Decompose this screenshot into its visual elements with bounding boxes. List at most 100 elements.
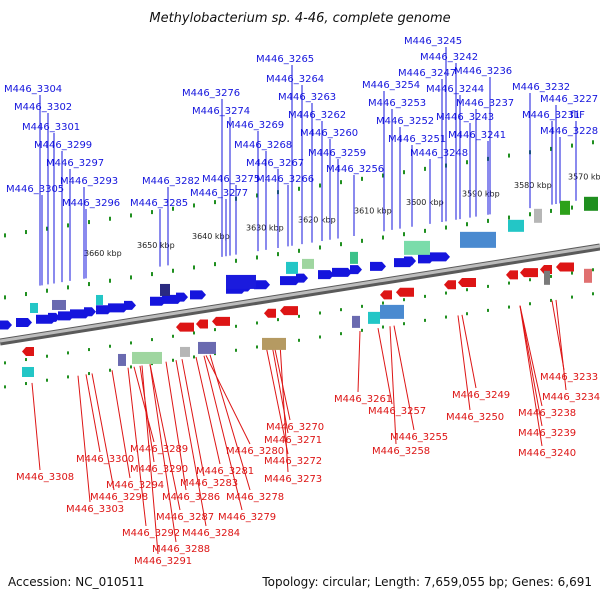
minus-strand-gene-arrow [444,280,456,290]
gene-label-top: M446_3262 [288,110,346,121]
tick-mark [361,304,363,308]
gene-label-top: M446_3264 [266,74,324,85]
gene-feature-block [132,351,162,364]
gene-label-bottom: M446_3294 [106,480,164,491]
gene-feature-block [22,366,34,377]
leader-line [519,305,543,427]
gene-label-bottom: M446_3240 [518,448,576,459]
leader-line [271,344,289,434]
tick-mark [340,332,342,336]
gene-feature-block [262,337,286,350]
tick-mark [214,262,216,267]
plus-strand-gene-labels: M446_3304 M446_3302 M446_3301 M446_3299 M446… [4,36,598,209]
tick-mark [193,331,195,335]
tick-mark [256,321,258,325]
tick-mark [340,242,342,247]
gene-label-top: M446_3297 [46,158,104,169]
leader-line [209,354,251,491]
tick-mark [151,272,153,277]
plus-strand-gene-arrow [404,256,416,266]
gene-label-bottom: M446_3234 [542,392,600,403]
tick-mark [445,315,447,319]
gene-label-bottom: M446_3249 [452,390,510,401]
tick-mark [529,212,531,217]
tick-mark [172,268,174,273]
tick-mark [592,140,594,145]
gene-label-bottom: M446_3270 [266,422,324,433]
gene-label-bottom: M446_3258 [372,446,430,457]
plus-strand-gene-arrow [48,312,60,322]
tick-mark [193,265,195,270]
tick-mark [88,348,90,352]
gene-feature-block [160,283,170,296]
minus-strand-gene-arrow [556,262,574,272]
tick-mark [508,281,510,285]
minus-strand-gene-arrow [396,287,414,297]
plus-strand-gene-arrow [176,292,188,302]
tick-mark [445,291,447,295]
plus-strand-gene-arrow [318,270,334,280]
kbp-tick-label: 3570 kbp [568,173,600,182]
gene-feature-block [352,315,360,328]
gene-label-bottom: M446_3271 [264,435,322,446]
minus-strand-gene-arrow [380,290,392,300]
gene-label-top: M446_3244 [426,84,484,95]
leader-line [519,305,543,447]
tick-mark [46,354,48,358]
gene-label-top: M446_3275 [202,174,260,185]
gene-feature-block [534,208,542,223]
tick-mark [25,382,27,386]
kbp-tick-label: 3610 kbp [354,206,392,215]
tick-mark [109,216,111,221]
leader-line [139,365,155,463]
plus-strand-gene-arrow [370,261,386,271]
gene-label-bottom: M446_3255 [390,432,448,443]
gene-feature-block [30,302,38,313]
tick-mark [172,358,174,362]
gene-label-top: M446_3248 [410,148,468,159]
kbp-tick-label: 3620 kbp [298,215,336,224]
tick-mark [361,238,363,243]
tick-mark [235,258,237,263]
tick-mark [256,255,258,260]
scale-ticks: 3570 kbp 3580 kbp 3590 kbp 3600 kbp 3610 kbp… [4,140,600,389]
gene-feature-block [198,341,216,354]
tick-mark [319,311,321,315]
gene-feature-block [404,240,430,255]
gene-label-bottom: M446_3233 [540,372,598,383]
leader-line [195,356,221,465]
tick-mark [340,180,342,185]
tick-mark [529,302,531,306]
gene-feature-block [226,274,256,289]
tick-mark [550,208,552,213]
plus-strand-gene-arrow [124,300,136,310]
gene-label-top: fliF [570,110,585,121]
tick-mark [4,295,6,300]
tick-mark [109,278,111,283]
gene-label-top: M446_3242 [420,52,478,63]
tick-mark [88,220,90,225]
gene-label-top: M446_3304 [4,84,62,95]
tick-mark [424,228,426,233]
gene-feature-block [302,258,314,269]
tick-mark [382,235,384,240]
tick-mark [403,298,405,302]
leader-line [279,343,289,473]
gene-label-bottom: M446_3238 [518,408,576,419]
gene-feature-block [584,196,598,211]
tick-mark [277,252,279,257]
genome-summary-text: Topology: circular; Length: 7,659,055 bp… [261,575,592,589]
gene-label-top: M446_3267 [246,158,304,169]
tick-mark [382,173,384,178]
gene-label-bottom: M446_3298 [90,492,148,503]
gene-feature-block [460,231,496,248]
tick-mark [487,218,489,223]
gene-feature-block [584,268,592,283]
leader-line [133,366,155,443]
gene-label-top: M446_3253 [368,98,426,109]
gene-label-top: M446_3232 [512,82,570,93]
gene-label-bottom: M446_3261 [334,394,392,405]
gene-label-bottom: M446_3292 [122,528,180,539]
gene-label-bottom: M446_3308 [16,472,74,483]
